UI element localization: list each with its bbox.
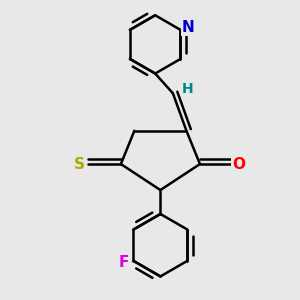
Text: O: O <box>232 157 245 172</box>
Text: N: N <box>181 20 194 35</box>
Text: S: S <box>74 157 85 172</box>
Text: H: H <box>182 82 193 96</box>
Text: F: F <box>119 255 129 270</box>
